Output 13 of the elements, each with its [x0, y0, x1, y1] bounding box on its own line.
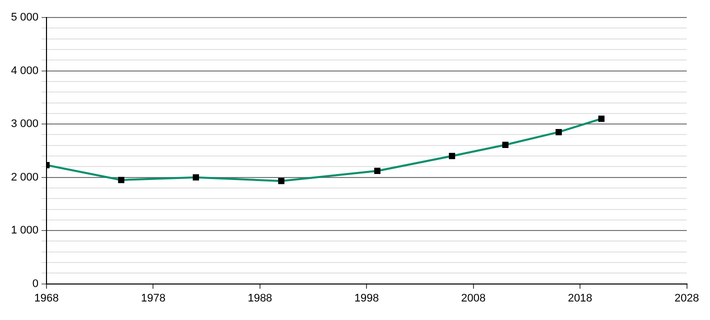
y-tick-label: 1 000 [10, 224, 39, 237]
x-tick-label: 1968 [34, 292, 59, 304]
x-tick-label: 2028 [674, 292, 700, 304]
y-tick-label: 3 000 [10, 118, 39, 130]
y-tick-label: 2 000 [10, 171, 39, 184]
x-tick-label: 2018 [568, 292, 592, 304]
x-tick-label: 1998 [354, 292, 379, 304]
y-tick-label: 5 000 [10, 12, 39, 24]
x-tick-label: 1978 [140, 292, 166, 304]
y-tick-label: 4 000 [10, 64, 39, 77]
x-tick-label: 2008 [461, 292, 486, 304]
y-tick-label: 0 [32, 278, 39, 290]
x-tick-label: 1988 [248, 292, 272, 304]
